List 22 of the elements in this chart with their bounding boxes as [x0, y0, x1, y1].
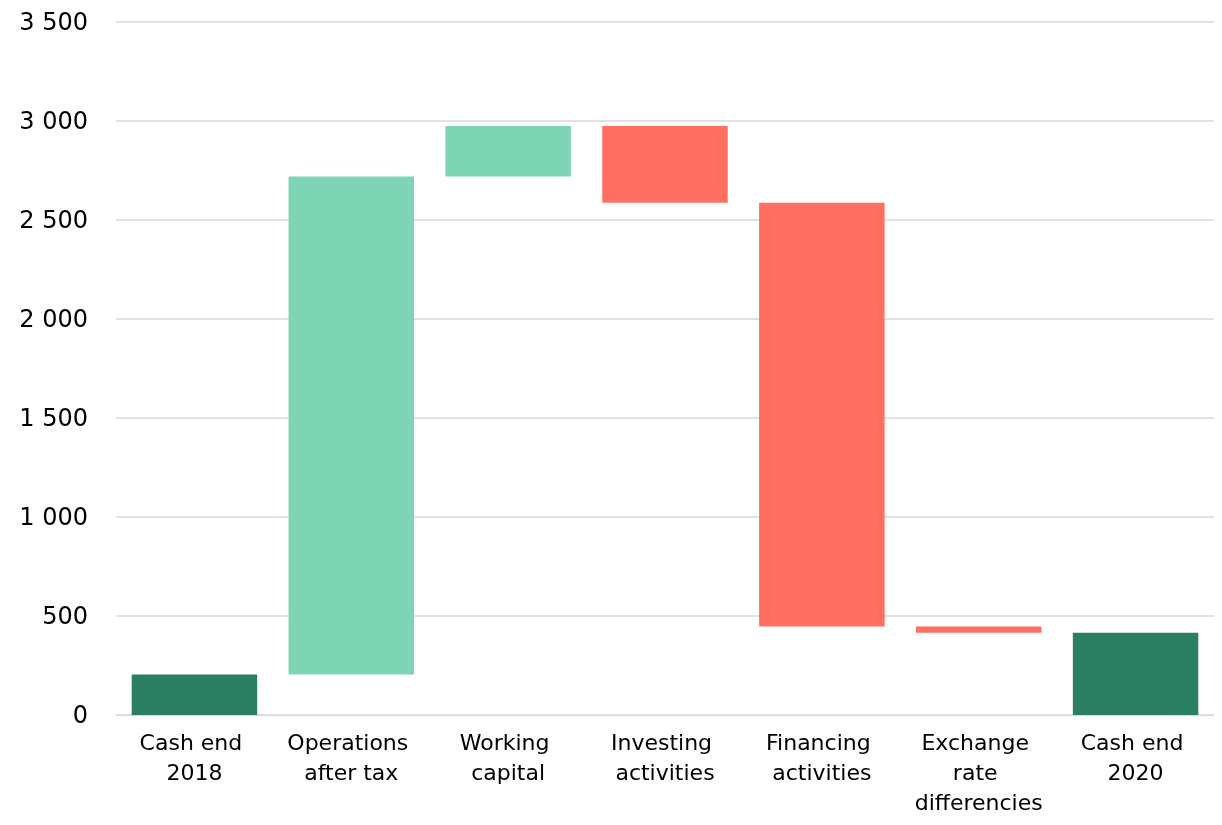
bar	[288, 176, 415, 675]
y-tick-label: 3 500	[19, 8, 88, 36]
y-tick-label: 3 000	[19, 107, 88, 135]
x-tick-label: Cash end 2018	[139, 729, 250, 785]
y-tick-label: 500	[42, 602, 88, 630]
x-tick-label: Cash end 2020	[1080, 729, 1191, 785]
x-tick-label: Investing activities	[610, 729, 720, 785]
bar	[445, 125, 571, 177]
y-tick-label: 2 500	[19, 206, 88, 234]
x-tick-label: Financing activities	[766, 729, 878, 785]
y-tick-label: 1 000	[19, 503, 88, 531]
x-tick-label: Operations after tax	[287, 729, 416, 785]
bar	[602, 125, 728, 203]
x-tick-label: Exchange rate differencies	[914, 729, 1043, 815]
bar	[131, 674, 258, 715]
y-tick-label: 2 000	[19, 305, 88, 333]
y-tick-label: 0	[72, 701, 88, 729]
bar	[759, 202, 885, 627]
bar	[1072, 632, 1199, 715]
x-tick-label: Working capital	[459, 729, 557, 785]
y-tick-label: 1 500	[19, 404, 88, 432]
bar	[915, 626, 1042, 633]
